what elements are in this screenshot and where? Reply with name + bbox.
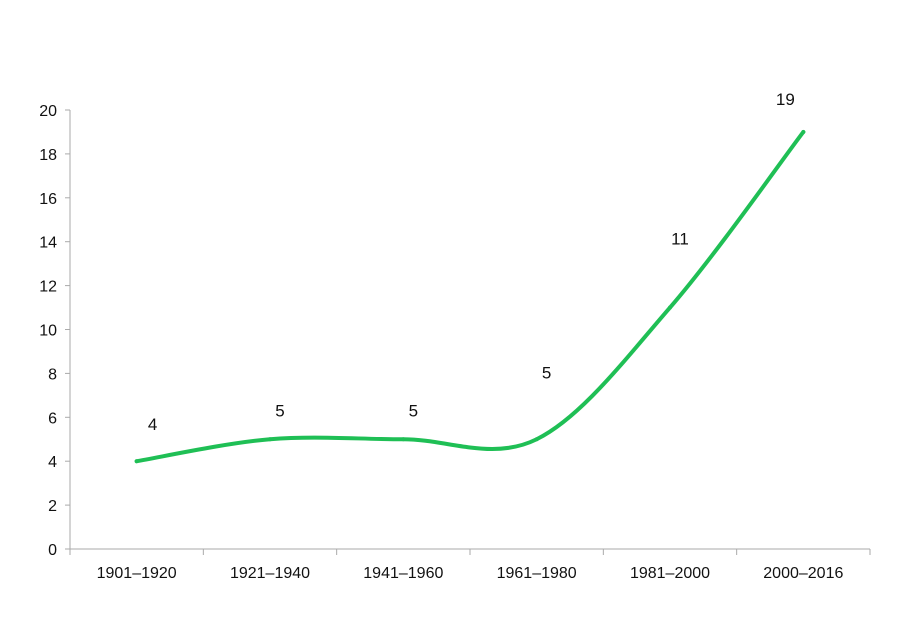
y-tick-label: 16 <box>39 191 57 208</box>
y-tick-label: 12 <box>39 279 57 296</box>
data-point <box>668 305 672 310</box>
y-tick-label: 8 <box>48 366 57 383</box>
data-label: 5 <box>542 363 551 382</box>
x-tick-label: 1901–1920 <box>97 565 177 582</box>
y-tick-label: 4 <box>48 454 57 471</box>
x-tick-label: 1981–2000 <box>630 565 710 582</box>
data-point <box>534 437 539 442</box>
y-tick-label: 14 <box>39 235 57 252</box>
x-tick-label: 2000–2016 <box>763 565 843 582</box>
data-point <box>268 437 272 442</box>
data-point <box>134 459 139 464</box>
y-tick-label: 20 <box>39 103 57 120</box>
data-label: 5 <box>409 401 418 420</box>
data-point <box>401 437 406 442</box>
x-tick-label: 1921–1940 <box>230 565 310 582</box>
y-tick-label: 6 <box>48 410 57 427</box>
y-tick-label: 0 <box>48 542 57 559</box>
y-axis: 0 2 4 6 8 10 12 14 16 18 20 <box>39 103 71 559</box>
y-tick-label: 18 <box>39 147 57 164</box>
data-point <box>801 129 806 134</box>
x-tick-label: 1961–1980 <box>497 565 577 582</box>
data-labels: 4 5 5 5 11 19 <box>148 90 795 434</box>
data-label: 4 <box>148 415 157 434</box>
x-tick-label: 1941–1960 <box>363 565 443 582</box>
data-label: 11 <box>671 230 689 249</box>
y-tick-label: 10 <box>39 323 57 340</box>
series-line <box>134 129 806 464</box>
data-label: 19 <box>776 90 795 109</box>
series-group <box>134 129 806 464</box>
data-label: 5 <box>275 401 284 420</box>
x-axis: 1901–1920 1921–1940 1941–1960 1961–1980 1981… <box>69 548 871 582</box>
y-tick-label: 2 <box>48 498 57 515</box>
